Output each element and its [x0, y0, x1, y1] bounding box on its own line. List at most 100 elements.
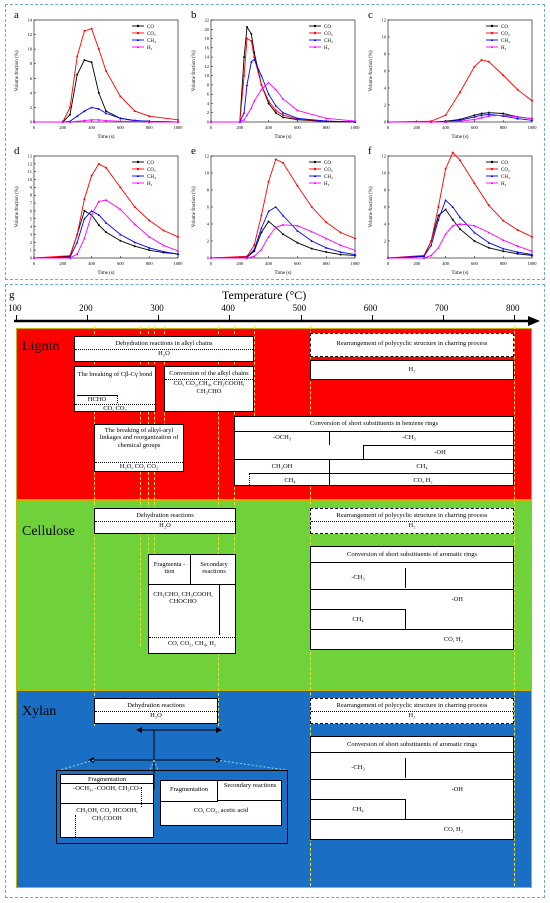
- data-point: [253, 255, 256, 258]
- lignin-conv-alkyl-box: Conversion of the alkyl chains CO, CO₂,C…: [164, 366, 254, 412]
- legend-marker: [136, 24, 140, 28]
- lignin-rearrangement-box: Rearrangement of polycyclic structure in…: [310, 333, 514, 357]
- data-point: [90, 61, 93, 64]
- series-line-3: [388, 114, 533, 123]
- x-tick-label: 0: [33, 261, 36, 266]
- data-point: [253, 56, 256, 59]
- temperature-tick-label: 300: [150, 303, 164, 313]
- legend-marker: [490, 160, 494, 164]
- y-tick-label: 4: [384, 86, 387, 91]
- xylan-zoom-guide: [215, 759, 287, 771]
- xylan-range-arrowhead: [136, 727, 142, 733]
- legend-marker: [136, 181, 140, 184]
- xylan-dehydration-output: H₂O: [95, 711, 217, 719]
- lignin-och3: -OCH₃: [235, 431, 330, 445]
- y-tick-label: 5: [30, 216, 33, 221]
- y-tick-label: 9: [30, 185, 33, 190]
- data-point: [353, 119, 357, 123]
- series-line-1: [34, 28, 179, 123]
- panel-letter: e: [191, 145, 196, 157]
- legend-marker: [490, 45, 494, 48]
- y-axis-label: Volume fraction (%): [369, 50, 374, 91]
- data-point: [162, 229, 165, 232]
- legend-label: H₂: [501, 182, 507, 187]
- data-point: [531, 99, 533, 102]
- data-point: [296, 229, 299, 232]
- y-tick-label: 10: [28, 177, 33, 182]
- data-point: [274, 158, 277, 161]
- data-point: [339, 231, 342, 234]
- data-point: [480, 116, 483, 119]
- cellulose-conv-short-text: Conversion of short substituents of arom…: [311, 547, 513, 563]
- data-point: [97, 91, 100, 94]
- data-point: [473, 182, 476, 185]
- data-point: [458, 216, 462, 219]
- data-point: [516, 117, 519, 120]
- legend-marker: [490, 167, 494, 171]
- lignin-dehydration-output: H₂O: [75, 349, 253, 357]
- lignin-breaking-aryl-output: H₂O, CO, CO₂: [95, 461, 183, 470]
- data-point: [90, 174, 93, 177]
- y-tick-label: 8: [30, 61, 33, 66]
- xylan-zoom-container: [56, 770, 288, 844]
- xylan-range-arrowhead: [216, 727, 222, 733]
- data-point: [459, 91, 461, 94]
- data-point: [148, 235, 151, 238]
- y-tick-label: 8: [30, 193, 33, 198]
- data-point: [473, 65, 476, 68]
- data-point: [133, 206, 136, 208]
- y-tick-label: 8: [207, 188, 210, 193]
- data-point: [339, 250, 342, 254]
- x-tick-label: 800: [146, 261, 154, 266]
- data-point: [61, 120, 64, 123]
- guide-line: [154, 326, 155, 646]
- legend-label: CH₄: [147, 175, 156, 180]
- xylan-conv-short-text: Conversion of short substituents of arom…: [311, 737, 513, 753]
- temperature-tick-label: 100: [8, 303, 22, 313]
- temperature-axis-arrowhead: [528, 316, 540, 326]
- y-tick-label: 13: [28, 154, 33, 159]
- data-point: [281, 97, 285, 100]
- data-point: [473, 118, 476, 121]
- data-point: [119, 117, 122, 120]
- y-tick-label: 10: [382, 171, 387, 176]
- data-point: [530, 250, 534, 253]
- y-tick-label: 6: [30, 208, 33, 213]
- legend-label: CO₂: [324, 168, 333, 173]
- data-point: [133, 110, 136, 113]
- legend-label: CO₂: [501, 32, 510, 37]
- data-point: [386, 120, 390, 123]
- y-tick-label: 2: [207, 110, 209, 115]
- panel-g-letter: g: [9, 289, 15, 301]
- data-point: [105, 231, 107, 234]
- legend-label: H₂: [324, 182, 330, 187]
- data-point: [502, 247, 505, 250]
- y-axis-label: Volume fraction (%): [15, 50, 20, 91]
- data-point: [451, 218, 454, 221]
- data-point: [487, 231, 490, 234]
- cellulose-label: Cellulose: [22, 524, 75, 539]
- lignin-oh: -OH: [363, 445, 513, 460]
- data-point: [458, 222, 462, 225]
- panel-g-frame: [5, 284, 545, 898]
- x-tick-label: 600: [117, 261, 125, 266]
- data-point: [444, 199, 447, 202]
- temperature-tick-mark: [87, 315, 89, 321]
- plot-frame: [33, 155, 179, 259]
- x-tick-label: 800: [500, 125, 508, 130]
- data-point: [245, 83, 249, 86]
- data-point: [473, 224, 476, 227]
- cellulose-fragmentation-box: Fragmenta -tion Secondary reactions CH₃C…: [148, 554, 236, 654]
- data-point: [267, 100, 270, 103]
- x-tick-label: 400: [265, 125, 273, 130]
- xylan-secondary-box: Fragmentation Secondary reactions CO, CO…: [160, 780, 282, 826]
- xylan-ch4: CH₄: [311, 799, 406, 820]
- legend-label: CO: [501, 25, 508, 30]
- y-axis-label: Volume fraction (%): [15, 186, 20, 227]
- data-point: [105, 110, 107, 113]
- data-point: [516, 115, 519, 118]
- data-point: [353, 249, 357, 252]
- charts-frame: [5, 4, 545, 280]
